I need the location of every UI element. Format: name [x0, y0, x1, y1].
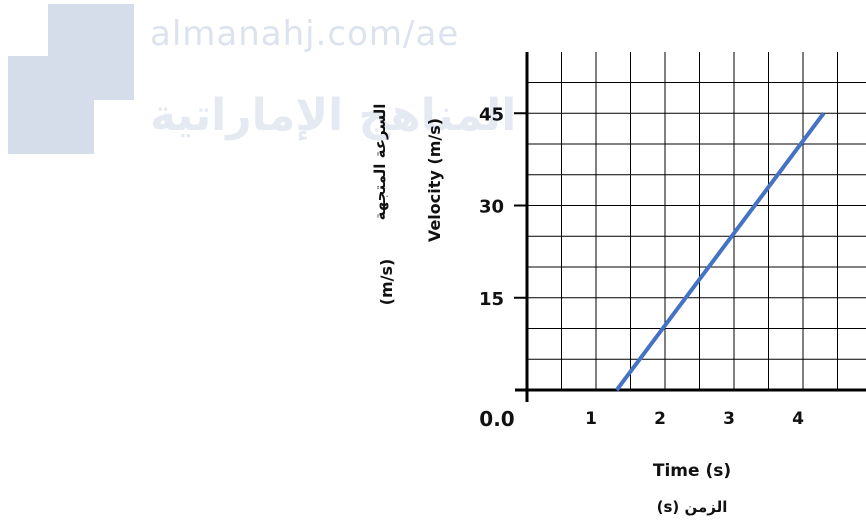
y-tick-label: 15	[479, 289, 504, 310]
x-tick-label: 3	[723, 409, 735, 429]
series-group	[615, 112, 826, 392]
x-tick-label: 1	[585, 409, 597, 429]
series-line-velocity	[615, 112, 826, 392]
watermark-arabic: المناهج الإماراتية	[150, 90, 517, 141]
x-tick-label: 2	[654, 409, 666, 429]
y-axis-label: Velocity (m/s)	[425, 118, 444, 242]
x-axis-label: Time (s)	[653, 461, 731, 481]
watermark-url: almanahj.com/ae	[150, 14, 460, 54]
origin-label: 0.0	[479, 407, 514, 431]
y-axis-label-arabic: السرعة المتجهة	[371, 104, 389, 221]
y-tick-label: 30	[479, 197, 504, 218]
chart-grid	[527, 52, 866, 391]
x-tick-labels: 1 2 3 4	[585, 409, 804, 429]
x-tick-label: 4	[792, 409, 804, 429]
x-axis-label-arabic: الزمن (s)	[657, 498, 728, 516]
y-axis-label-arabic-unit: (m/s)	[377, 259, 396, 306]
y-tick-labels: 15 30 45	[479, 104, 527, 310]
y-tick-label: 45	[479, 104, 504, 125]
watermark-logo	[8, 4, 134, 154]
